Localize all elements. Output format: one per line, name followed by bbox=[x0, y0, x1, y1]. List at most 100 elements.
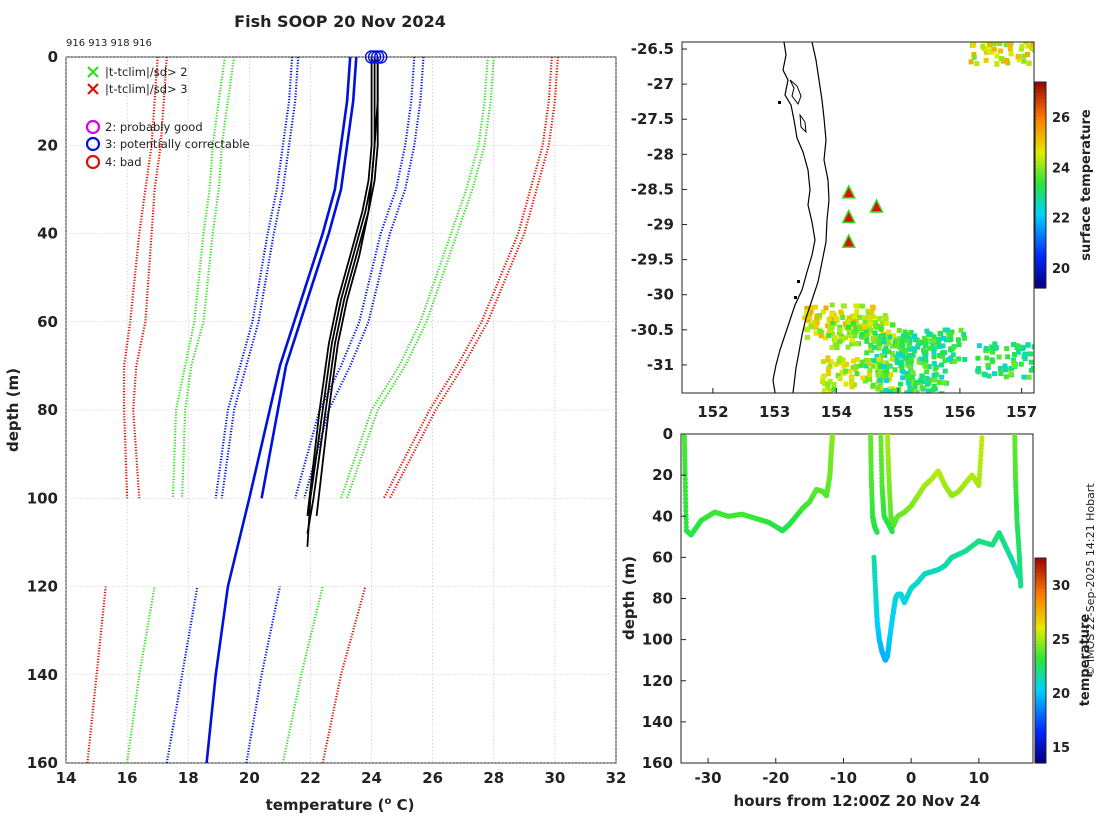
section-point bbox=[977, 471, 983, 477]
chart-title: Fish SOOP 20 Nov 2024 bbox=[234, 12, 446, 31]
profile-y-tick: 140 bbox=[27, 666, 58, 684]
section-colorbar-segment bbox=[1035, 752, 1046, 757]
sst-cell bbox=[846, 315, 852, 321]
profile-y-tick: 20 bbox=[37, 136, 58, 154]
station-marker bbox=[869, 198, 884, 213]
section-colorbar-segment bbox=[1035, 646, 1046, 651]
sst-cell bbox=[889, 356, 895, 362]
sst-cell bbox=[924, 375, 930, 381]
section-colorbar-segment bbox=[1035, 633, 1046, 638]
sst-cell bbox=[1018, 361, 1024, 367]
sst-cell bbox=[962, 335, 967, 341]
sst-cell bbox=[998, 365, 1003, 371]
map-y-tick: -29 bbox=[647, 216, 674, 234]
sst-cell bbox=[1022, 356, 1028, 361]
map-colorbar-segment bbox=[1035, 161, 1046, 165]
sst-cell bbox=[1021, 53, 1027, 59]
sst-cell bbox=[900, 353, 906, 359]
section-colorbar-segment bbox=[1035, 626, 1046, 631]
map-colorbar-segment bbox=[1035, 140, 1046, 145]
section-point bbox=[979, 435, 985, 441]
sst-cell bbox=[903, 334, 909, 340]
sst-cell bbox=[866, 358, 872, 364]
sst-cell bbox=[840, 303, 846, 309]
sst-cell bbox=[1042, 343, 1047, 348]
sst-cell bbox=[1002, 363, 1008, 369]
sst-cell bbox=[868, 327, 874, 333]
section-colorbar-segment bbox=[1035, 581, 1046, 586]
section-colorbar-segment bbox=[1035, 728, 1046, 733]
map-colorbar-segment bbox=[1035, 157, 1046, 162]
section-point bbox=[878, 438, 884, 444]
sst-cell bbox=[826, 333, 832, 338]
map-colorbar-segment bbox=[1035, 205, 1046, 210]
sst-cell bbox=[1036, 57, 1041, 62]
sst-cell bbox=[868, 346, 874, 352]
sst-cell bbox=[1017, 34, 1022, 39]
sst-cell bbox=[849, 337, 855, 343]
sst-cell bbox=[831, 387, 837, 392]
sst-cell bbox=[990, 42, 996, 46]
sst-cell bbox=[932, 377, 938, 383]
profile-x-tick: 32 bbox=[606, 769, 627, 787]
map-colorbar-segment bbox=[1035, 202, 1046, 207]
sst-cell bbox=[929, 377, 935, 383]
legend-x-marker bbox=[87, 66, 99, 78]
sst-cell bbox=[847, 368, 853, 374]
legend-label: |t-tclim|/sd> 2 bbox=[105, 65, 188, 79]
map-colorbar-segment bbox=[1035, 109, 1046, 114]
sst-cell bbox=[1011, 357, 1017, 363]
sst-cell bbox=[850, 321, 856, 327]
sst-cell bbox=[837, 327, 843, 333]
sst-cell bbox=[845, 344, 851, 350]
sst-cell bbox=[901, 393, 906, 398]
sst-cell bbox=[986, 373, 992, 379]
sst-cell bbox=[863, 363, 869, 369]
sst-cell bbox=[998, 371, 1004, 376]
legend-label: |t-tclim|/sd> 3 bbox=[105, 82, 188, 96]
sst-cell bbox=[862, 324, 868, 330]
sst-cell bbox=[1021, 374, 1027, 380]
sst-cell bbox=[975, 355, 981, 361]
map-colorbar-segment bbox=[1035, 222, 1046, 227]
map-panel: 152 153 154 155 156 157 -26.5 -27 -27.5 -28 -28.5 -… bbox=[631, 34, 1094, 421]
sst-cell bbox=[883, 371, 889, 377]
sst-cell bbox=[887, 390, 893, 393]
sst-cell bbox=[993, 345, 999, 351]
sst-cell bbox=[881, 364, 887, 370]
sst-cell bbox=[907, 364, 913, 370]
map-colorbar-segment bbox=[1035, 85, 1046, 90]
sst-cell bbox=[1042, 367, 1047, 372]
section-point bbox=[682, 492, 689, 498]
sst-cell bbox=[991, 46, 997, 52]
sst-cell bbox=[901, 394, 906, 399]
sst-cell bbox=[859, 326, 865, 332]
sst-cell bbox=[837, 324, 843, 330]
section-colorbar-segment bbox=[1035, 571, 1046, 576]
sst-cell bbox=[909, 374, 915, 380]
map-colorbar-segment bbox=[1035, 92, 1046, 97]
map-colorbar-segment bbox=[1035, 209, 1046, 213]
sst-cell bbox=[808, 324, 814, 330]
sst-cell bbox=[858, 362, 864, 368]
section-y-tick: 0 bbox=[663, 425, 673, 443]
sst-cell bbox=[1039, 348, 1044, 353]
section-point bbox=[976, 475, 982, 481]
profile-legend: |t-tclim|/sd> 2 |t-tclim|/sd> 3 2: probabl… bbox=[85, 65, 250, 170]
map-colorbar-segment bbox=[1035, 233, 1046, 238]
map-colorbar-segment bbox=[1035, 274, 1046, 279]
sst-cell bbox=[926, 345, 932, 351]
section-point bbox=[682, 480, 688, 486]
map-colorbar-segment bbox=[1035, 150, 1046, 155]
sst-cell bbox=[1035, 39, 1040, 44]
section-colorbar-segment bbox=[1035, 605, 1046, 610]
map-y-tick: -27 bbox=[647, 75, 674, 93]
section-colorbar-tick: 25 bbox=[1052, 633, 1070, 648]
section-colorbar-segment bbox=[1035, 578, 1046, 583]
sst-cell bbox=[874, 353, 880, 359]
sst-cell bbox=[828, 359, 834, 365]
sst-cell bbox=[923, 358, 929, 364]
sst-cell bbox=[1002, 42, 1008, 44]
legend-x-marker bbox=[87, 83, 99, 95]
map-background bbox=[682, 42, 1034, 393]
